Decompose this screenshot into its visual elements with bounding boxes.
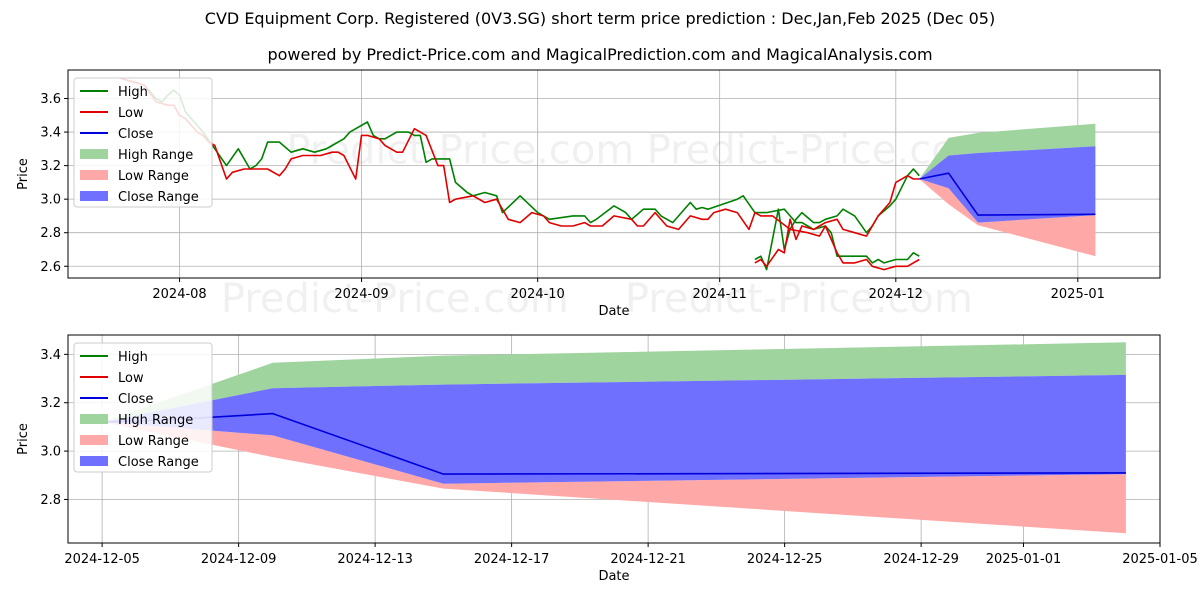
x-tick-label: 2024-11 (693, 287, 747, 302)
y-axis-label: Price (16, 423, 31, 455)
legend-label: Close (118, 127, 153, 142)
low-line-recent (754, 174, 920, 268)
y-tick-label: 2.8 (40, 493, 61, 508)
legend-swatch-patch (80, 170, 108, 180)
chart-title: CVD Equipment Corp. Registered (0V3.SG) … (204, 9, 996, 28)
x-tick-label: 2024-09 (334, 287, 388, 302)
x-tick-label: 2024-12-29 (883, 552, 959, 567)
x-tick-label: 2025-01 (1051, 287, 1105, 302)
watermark-text: Predict-Price.com (625, 276, 973, 322)
legend-swatch-patch (80, 191, 108, 201)
chart-subtitle: powered by Predict-Price.com and Magical… (267, 45, 933, 64)
y-tick-label: 3.6 (40, 92, 61, 107)
y-tick-label: 2.8 (40, 226, 61, 241)
chart-panel-1: Predict-Price.comPredict-Price.com2024-1… (16, 334, 1198, 584)
x-tick-label: 2024-10 (511, 287, 565, 302)
x-axis-label: Date (598, 569, 629, 584)
x-tick-label: 2024-12-17 (474, 552, 550, 567)
legend-label: Close Range (118, 190, 199, 205)
x-tick-label: 2024-12-05 (64, 552, 140, 567)
legend-swatch-patch (80, 414, 108, 424)
y-tick-label: 3.0 (40, 193, 61, 208)
legend-label: Low Range (118, 169, 189, 184)
legend-swatch-patch (80, 456, 108, 466)
legend-label: High (118, 350, 148, 365)
watermark-text: Predict-Price.com (286, 128, 634, 174)
high-range-band (919, 123, 1096, 179)
close-range-band (919, 146, 1096, 223)
y-tick-label: 3.4 (40, 348, 61, 363)
legend-label: Close Range (118, 455, 199, 470)
close-range-band (102, 374, 1126, 484)
high-line-recent (754, 168, 920, 271)
x-tick-label: 2024-12-21 (610, 552, 686, 567)
legend-label: Low (118, 106, 144, 121)
legend-swatch-patch (80, 435, 108, 445)
y-axis-label: Price (16, 158, 31, 190)
plot-frame (67, 69, 1161, 279)
x-tick-label: 2024-12-25 (747, 552, 823, 567)
x-tick-label: 2024-12-09 (201, 552, 277, 567)
legend-label: High Range (118, 413, 193, 428)
x-tick-label: 2024-08 (152, 287, 206, 302)
watermark-text: Predict-Price.com (221, 276, 569, 322)
legend-box (73, 77, 213, 208)
low-line (120, 77, 920, 271)
low-range-band (919, 179, 1096, 257)
high-line (120, 77, 920, 264)
x-tick-label: 2024-12 (869, 287, 923, 302)
legend-box (73, 342, 213, 473)
close-line (919, 172, 1096, 216)
high-range-band (102, 342, 1126, 423)
legend-label: High Range (118, 148, 193, 163)
legend-label: Low (118, 371, 144, 386)
x-axis-label: Date (598, 304, 629, 319)
x-tick-label: 2025-01-05 (1122, 552, 1198, 567)
chart-panel-0: Predict-Price.com Predict-Price.com Predic… (16, 69, 1161, 322)
legend-label: Close (118, 392, 153, 407)
y-tick-label: 2.6 (40, 260, 61, 275)
legend-swatch-patch (80, 149, 108, 159)
legend-label: Low Range (118, 434, 189, 449)
legend-label: High (118, 85, 148, 100)
y-tick-label: 3.2 (40, 159, 61, 174)
plot-frame (67, 334, 1161, 544)
y-tick-label: 3.0 (40, 445, 61, 460)
x-tick-label: 2024-12-13 (337, 552, 413, 567)
low-range-band (102, 422, 1126, 534)
y-tick-label: 3.4 (40, 126, 61, 141)
y-tick-label: 3.2 (40, 396, 61, 411)
x-tick-label: 2025-01-01 (986, 552, 1062, 567)
